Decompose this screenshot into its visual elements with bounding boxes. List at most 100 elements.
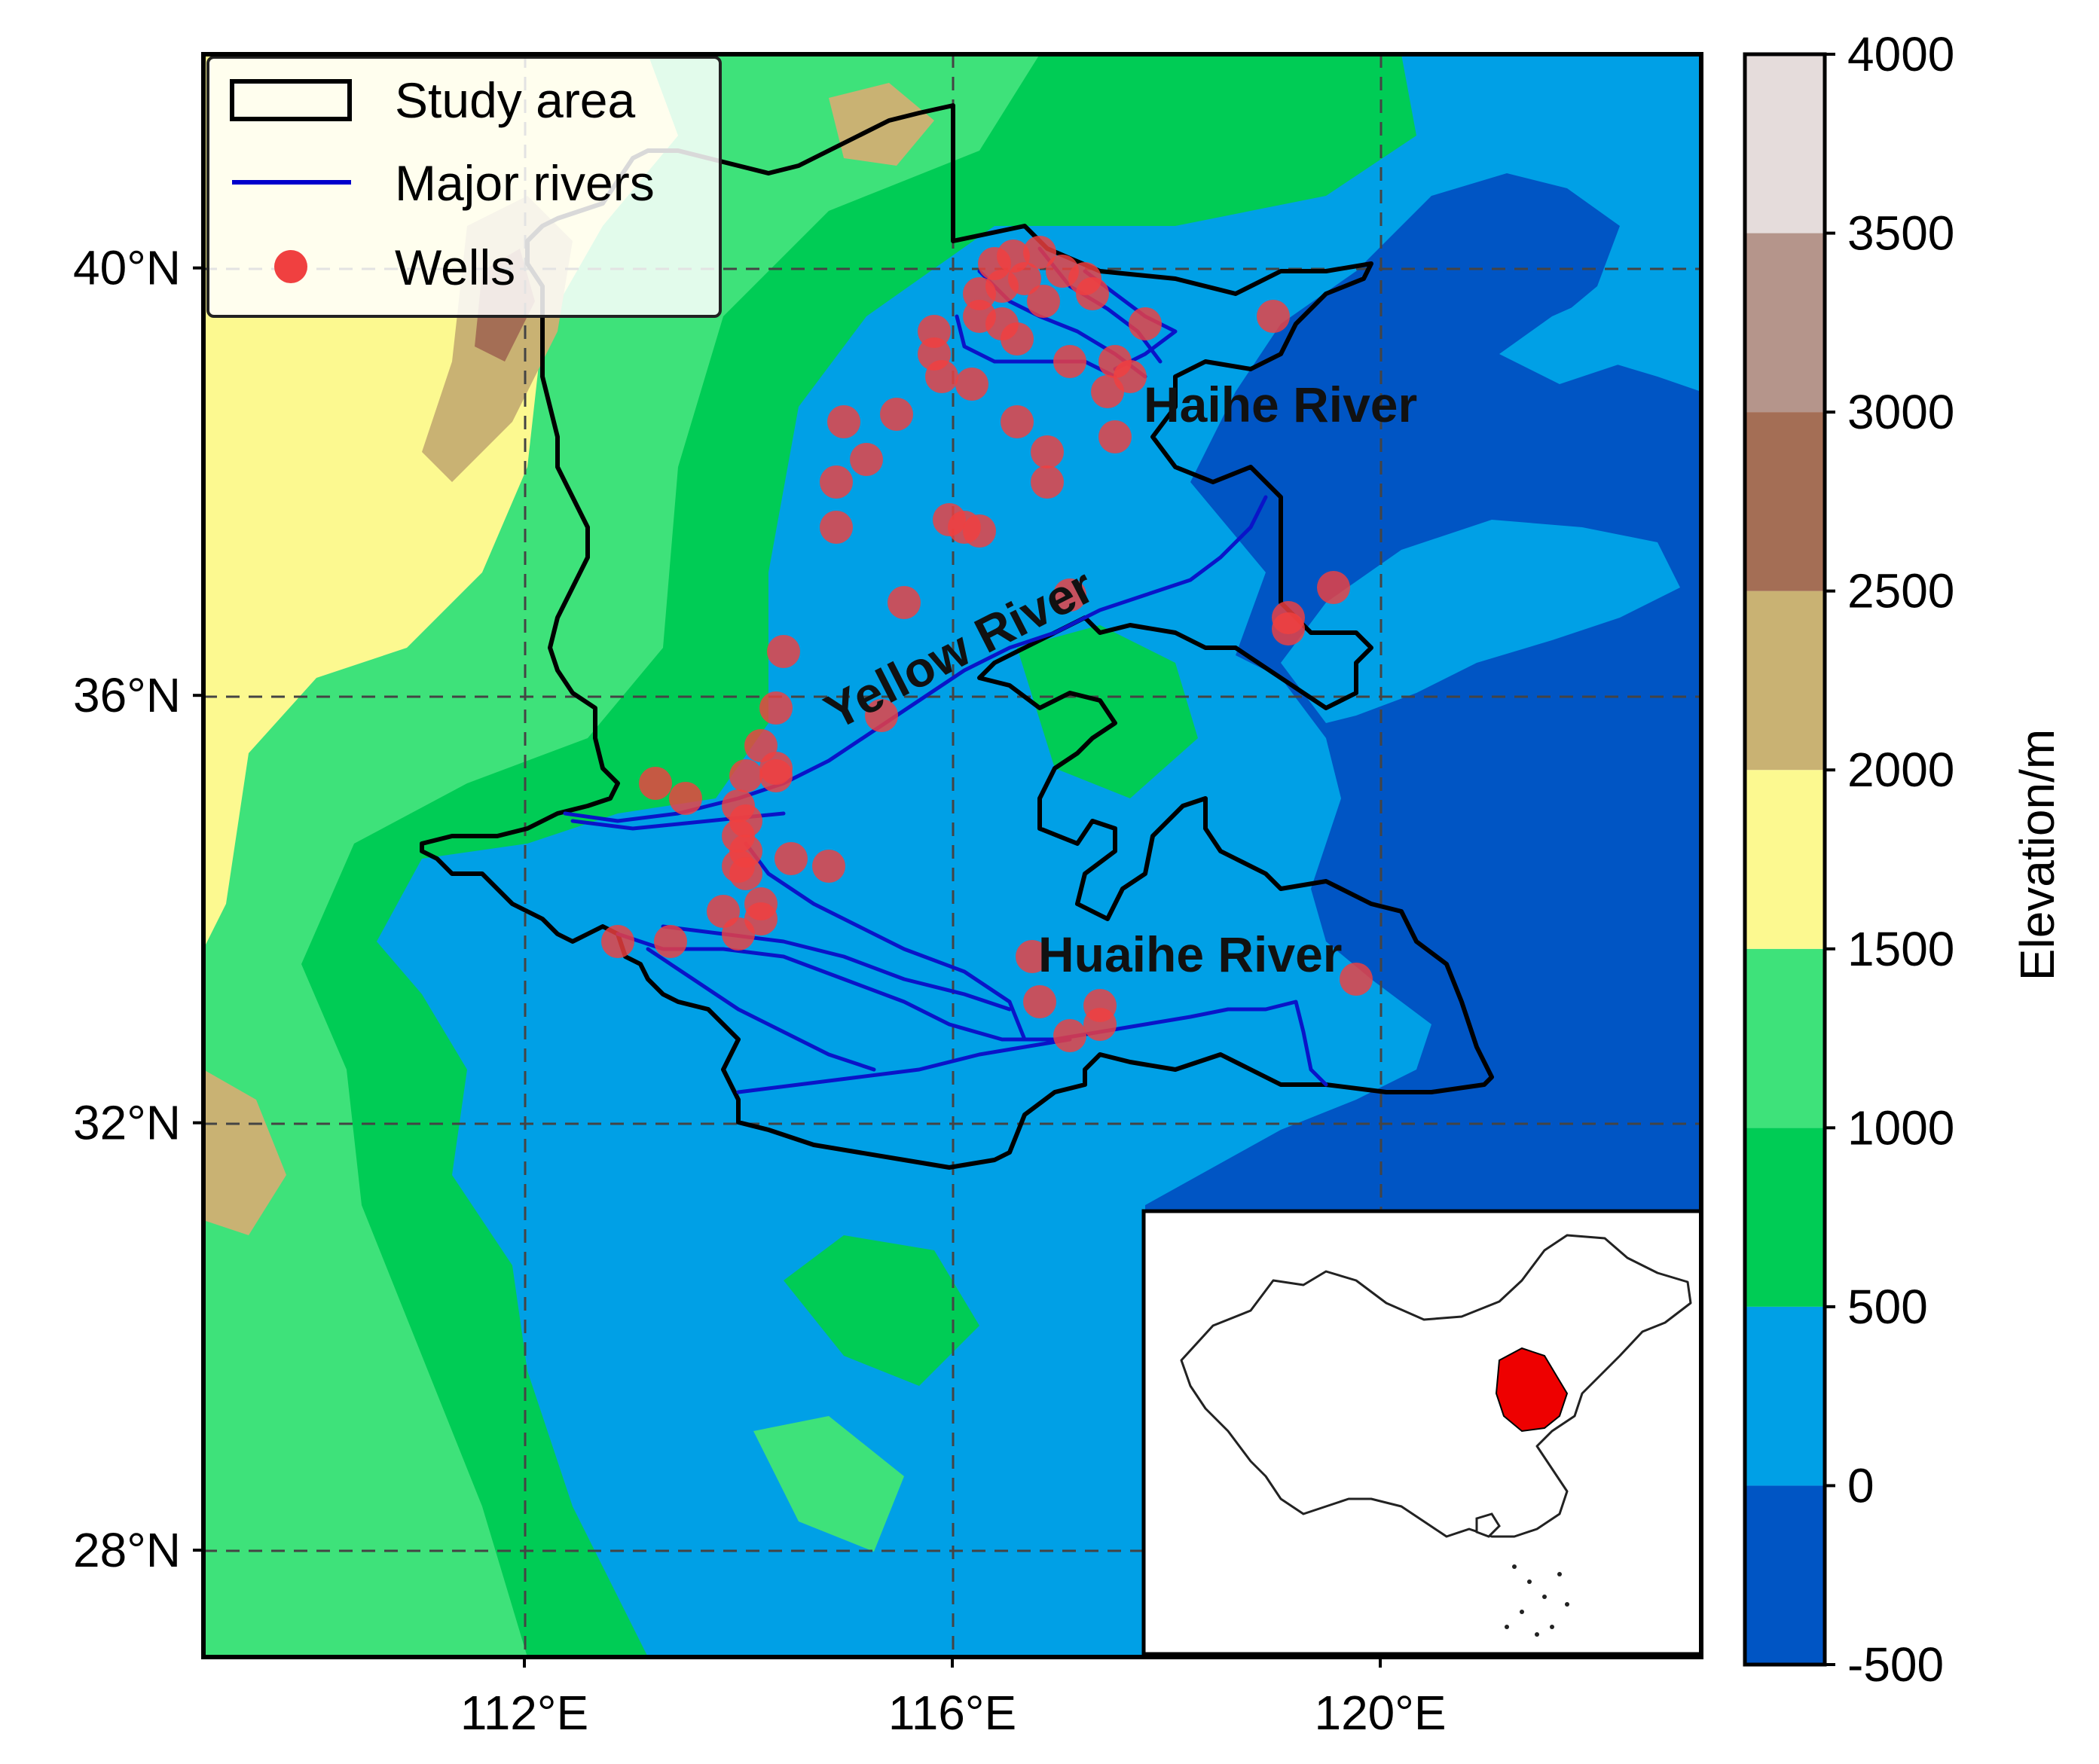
well-marker [1317, 571, 1350, 604]
well-marker [1091, 375, 1124, 408]
legend-label-study-area: Study area [395, 72, 635, 128]
well-marker [865, 699, 898, 732]
lat-tick-label: 40°N [73, 241, 181, 295]
study-area-boundary [420, 103, 1494, 1170]
well-marker [1053, 345, 1086, 378]
huaihe-tributary-4 [646, 947, 876, 1072]
elevation-liaodong [1499, 264, 1701, 384]
well-marker [1001, 322, 1034, 356]
well-marker [1023, 985, 1056, 1018]
well-marker [1098, 420, 1132, 453]
well-marker [1083, 1008, 1117, 1041]
legend-label-wells: Wells [395, 240, 515, 295]
well-marker [1053, 578, 1086, 612]
well-marker [639, 767, 672, 800]
colorbar-tick-label: -500 [1847, 1637, 1944, 1692]
legend-frame [206, 56, 722, 318]
colorbar-band [1745, 948, 1825, 1128]
colorbar-band [1745, 770, 1825, 949]
lat-tick-label: 32°N [73, 1096, 181, 1150]
well-marker [1129, 307, 1162, 340]
well-marker [1257, 300, 1290, 333]
well-marker [729, 857, 762, 890]
inset-map [1141, 1209, 1703, 1656]
well-marker [1016, 940, 1049, 973]
well-marker [729, 759, 762, 792]
latitude-ticks: 40°N 36°N 32°N 28°N [73, 241, 203, 1577]
inset-study-area [1495, 1347, 1569, 1433]
colorbar-frame [1743, 52, 1827, 1667]
well-marker [759, 759, 793, 792]
colorbar-band [1745, 1485, 1825, 1665]
colorbar-band [1745, 1306, 1825, 1486]
colorbar-band [1745, 233, 1825, 413]
colorbar-tick-label: 3500 [1847, 206, 1954, 261]
huaihe-tributary-2 [736, 1037, 1072, 1094]
well-marker [925, 360, 958, 393]
well-marker [820, 511, 853, 544]
lon-tick-label: 120°E [1314, 1686, 1446, 1740]
elevation-south-hill-2 [753, 1416, 904, 1552]
well-marker [1027, 285, 1060, 318]
well-marker [1031, 435, 1064, 468]
longitude-ticks: 112°E 116°E 120°E [460, 1657, 1447, 1740]
river-label-huaihe: Huaihe River [1038, 926, 1342, 982]
well-marker [888, 586, 921, 619]
well-marker [955, 368, 988, 401]
well-marker [1053, 1019, 1086, 1052]
well-marker [963, 514, 996, 548]
lat-tick-label: 36°N [73, 668, 181, 722]
legend: Study area Major rivers Wells [206, 56, 722, 318]
well-marker [850, 443, 883, 476]
well-marker [880, 398, 913, 431]
well-marker [812, 850, 845, 883]
well-marker [1031, 465, 1064, 499]
well-marker [1340, 963, 1373, 996]
inset-hainan-island [1475, 1512, 1501, 1538]
well-marker [669, 782, 702, 815]
legend-label-major-rivers: Major rivers [395, 155, 655, 211]
legend-symbol-wells [274, 250, 307, 283]
well-marker [827, 405, 860, 438]
well-marker [1023, 236, 1056, 269]
wells-layer [601, 236, 1373, 1052]
colorbar-tick-label: 500 [1847, 1280, 1928, 1334]
well-marker [759, 691, 793, 725]
well-marker [654, 925, 687, 958]
elevation-sw-ridge [203, 1070, 286, 1235]
colorbar-tick-label: 1000 [1847, 1100, 1954, 1155]
well-marker [767, 635, 800, 668]
colorbar-band [1745, 412, 1825, 591]
colorbar-tick-label: 2500 [1847, 564, 1954, 618]
colorbar-tick-label: 3000 [1847, 385, 1954, 439]
lon-tick-label: 112°E [460, 1686, 588, 1740]
colorbar-band [1745, 591, 1825, 771]
well-marker [1076, 277, 1109, 310]
colorbar-label: Elevation/m [2010, 729, 2064, 981]
well-marker [601, 925, 634, 958]
colorbar-tick-label: 1500 [1847, 922, 1954, 976]
well-marker [1272, 612, 1305, 645]
colorbar: 4000 3500 3000 2500 2000 1500 1000 500 0 -500 [1743, 27, 1954, 1692]
colorbar-tick-label: 2000 [1847, 743, 1954, 797]
well-marker [820, 465, 853, 499]
well-marker [1001, 405, 1034, 438]
yellow-river [563, 495, 1268, 823]
legend-symbol-study-area [230, 79, 352, 121]
inset-south-china-sea-islands [1505, 1564, 1569, 1637]
lon-tick-label: 116°E [888, 1686, 1016, 1740]
colorbar-tick-label: 4000 [1847, 27, 1954, 81]
colorbar-band [1745, 54, 1825, 233]
elevation-south-hill [784, 1235, 979, 1386]
study-area [420, 103, 1494, 1170]
well-marker [722, 917, 755, 951]
colorbar-band [1745, 1128, 1825, 1307]
inset-china-outline [1180, 1234, 1692, 1538]
huaihe-tributary-3 [744, 841, 1027, 1042]
lat-tick-label: 28°N [73, 1523, 181, 1577]
river-label-haihe: Haihe River [1144, 377, 1417, 432]
haihe-tributary-4 [955, 314, 1117, 379]
well-marker [775, 842, 808, 875]
colorbar-tick-label: 0 [1847, 1458, 1874, 1512]
